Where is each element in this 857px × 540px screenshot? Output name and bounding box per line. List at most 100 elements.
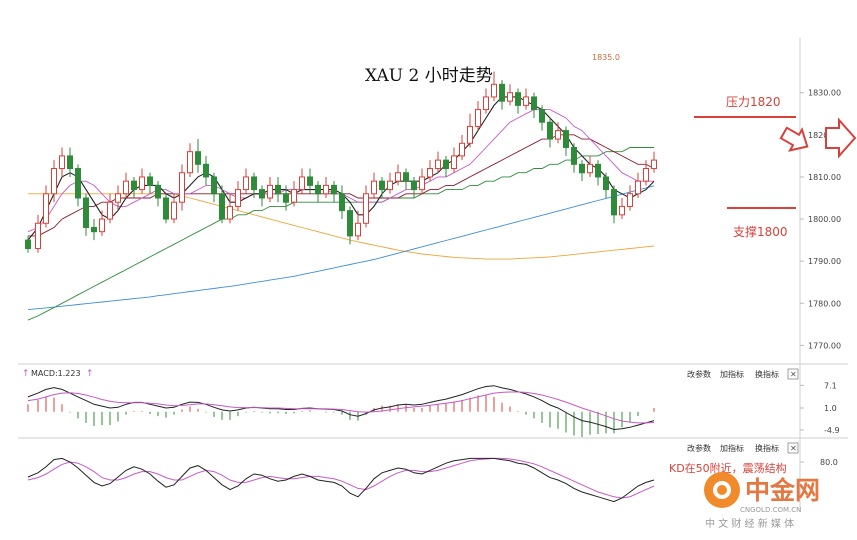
chart-title: XAU 2 小时走势: [365, 66, 493, 86]
candle-body: [131, 180, 137, 191]
candle-body: [475, 109, 481, 127]
candle-body: [635, 180, 641, 195]
macd-switch-indicator-button[interactable]: 换指标: [755, 369, 779, 379]
candle-body: [267, 184, 273, 199]
ma5-line: [27, 96, 655, 241]
macd-add-indicator-button[interactable]: 加指标: [720, 369, 744, 379]
candle-body: [251, 176, 257, 191]
candle-body: [331, 184, 337, 195]
candle-body: [299, 176, 305, 191]
candle-body: [107, 201, 113, 220]
kdj-switch-indicator-button[interactable]: 换指标: [755, 443, 779, 453]
candle-body: [171, 201, 177, 220]
candle-body: [515, 92, 521, 106]
y-tick-label: 1820.00: [808, 131, 841, 140]
macd-up-arrow-icon-2: ↑: [86, 369, 94, 379]
arrow-icon-2: [825, 117, 857, 159]
candle-body: [35, 222, 41, 250]
candle-body: [451, 155, 457, 170]
kdj-k-line: [27, 457, 655, 503]
candle-body: [75, 168, 81, 199]
kdj-add-indicator-button[interactable]: 加指标: [720, 443, 744, 453]
candle-body: [539, 109, 545, 123]
kdj-close-button[interactable]: [787, 442, 799, 454]
candle-body: [627, 193, 633, 207]
macd-label: MACD:1.223: [31, 369, 81, 378]
candle-body: [619, 205, 625, 216]
macd-edit-params-button[interactable]: 改参数: [687, 369, 711, 379]
macd-dif-line: [27, 385, 655, 431]
candle-body: [315, 184, 321, 195]
y-tick-label: 1800.00: [808, 215, 841, 224]
macd-close-button[interactable]: [787, 368, 799, 380]
macd-dea-line: [27, 391, 655, 424]
candle-body: [411, 180, 417, 191]
candle-body: [115, 193, 121, 203]
candle-body: [43, 193, 49, 224]
candle-body: [387, 180, 393, 191]
candle-body: [371, 180, 377, 195]
candle-body: [195, 151, 201, 165]
candle-body: [363, 193, 369, 224]
watermark: 中金网 CNGOLD.COM.CN 中 文 财 经 新 媒 体: [704, 472, 820, 530]
brand-name: 中金网: [745, 476, 820, 505]
candle-body: [355, 222, 361, 237]
candle-body: [139, 176, 145, 191]
candle-body: [555, 130, 561, 140]
candle-body: [587, 163, 593, 174]
candle-body: [523, 96, 529, 106]
candle-body: [283, 193, 289, 203]
candle-body: [339, 193, 345, 212]
brand-site: CNGOLD.COM.CN: [740, 506, 801, 514]
candle-body: [643, 168, 649, 182]
candle-body: [235, 189, 241, 207]
kdj-y-tick-label: 80.0: [820, 458, 838, 467]
candle-body: [59, 155, 65, 170]
candle-body: [147, 176, 153, 186]
candle-body: [259, 189, 265, 199]
candle-body: [291, 189, 297, 203]
macd-y-tick-label: 1.0: [824, 404, 837, 413]
candle-body: [51, 168, 57, 195]
candle-body: [459, 142, 465, 157]
candle-body: [419, 176, 425, 191]
y-tick-label: 1810.00: [808, 173, 841, 182]
candle-body: [611, 189, 617, 216]
kdj-edit-params-button[interactable]: 改参数: [687, 443, 711, 453]
candle-body: [499, 83, 505, 102]
candle-body: [379, 180, 385, 191]
candle-body: [187, 151, 193, 174]
candle-body: [603, 176, 609, 191]
kdj-close-icon: ✕: [790, 444, 797, 453]
high-price-label: 1835.0: [592, 53, 620, 62]
macd-close-icon: ✕: [790, 370, 797, 379]
candle-body: [179, 172, 185, 203]
candle-body: [25, 239, 31, 250]
ma120-line: [27, 185, 655, 311]
y-tick-label: 1830.00: [808, 89, 841, 98]
candle-body: [491, 83, 497, 98]
kdj-annotation: KD在50附近，震荡结构: [669, 461, 787, 475]
candle-body: [595, 163, 601, 178]
candle-body: [219, 193, 225, 220]
candle-body: [435, 159, 441, 170]
brand-logo-core: [717, 485, 727, 495]
candle-body: [155, 184, 161, 199]
candle-body: [211, 176, 217, 195]
candle-body: [347, 210, 353, 237]
candle-body: [547, 121, 553, 140]
ma60-line: [27, 147, 654, 321]
candle-body: [571, 146, 577, 165]
candle-body: [227, 205, 233, 220]
brand-tagline: 中 文 财 经 新 媒 体: [705, 517, 794, 530]
candle-body: [307, 176, 313, 186]
y-tick-label: 1790.00: [808, 257, 841, 266]
macd-y-tick-label: -4.9: [824, 426, 840, 435]
y-tick-label: 1780.00: [808, 299, 841, 308]
candle-body: [123, 180, 129, 195]
candle-body: [395, 172, 401, 182]
candle-body: [651, 159, 657, 170]
candle-body: [275, 184, 281, 195]
